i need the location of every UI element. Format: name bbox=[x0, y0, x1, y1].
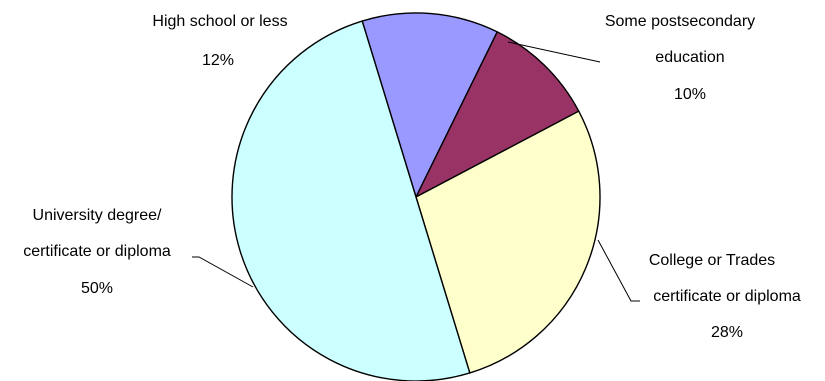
slice-label-university-2: certificate or diploma bbox=[23, 243, 171, 260]
slice-label-university-1: University degree/ bbox=[33, 207, 163, 224]
leader-line-college-trades bbox=[597, 239, 640, 302]
slice-label-some-postsecondary-2: education bbox=[655, 49, 724, 66]
leader-lines bbox=[192, 41, 640, 302]
leader-line-university bbox=[192, 256, 254, 288]
slice-label-high-school: High school or less bbox=[152, 13, 287, 30]
leader-line-some-postsecondary bbox=[507, 41, 601, 63]
pie-slice-some-postsecondary bbox=[414, 30, 580, 199]
slice-pct-college-trades: 28% bbox=[711, 324, 743, 341]
slice-label-college-trades-1: College or Trades bbox=[649, 252, 775, 269]
pie-slice-college-trades bbox=[415, 110, 601, 374]
slice-pct-university: 50% bbox=[81, 280, 113, 297]
slice-pct-some-postsecondary: 10% bbox=[674, 86, 706, 103]
pie-slice-high-school bbox=[361, 12, 499, 199]
pie-slices bbox=[231, 12, 601, 381]
pie-slice-university bbox=[231, 20, 471, 381]
slice-label-college-trades-2: certificate or diploma bbox=[653, 288, 801, 305]
slice-pct-high-school: 12% bbox=[202, 52, 234, 69]
slice-label-some-postsecondary-1: Some postsecondary bbox=[605, 13, 755, 30]
